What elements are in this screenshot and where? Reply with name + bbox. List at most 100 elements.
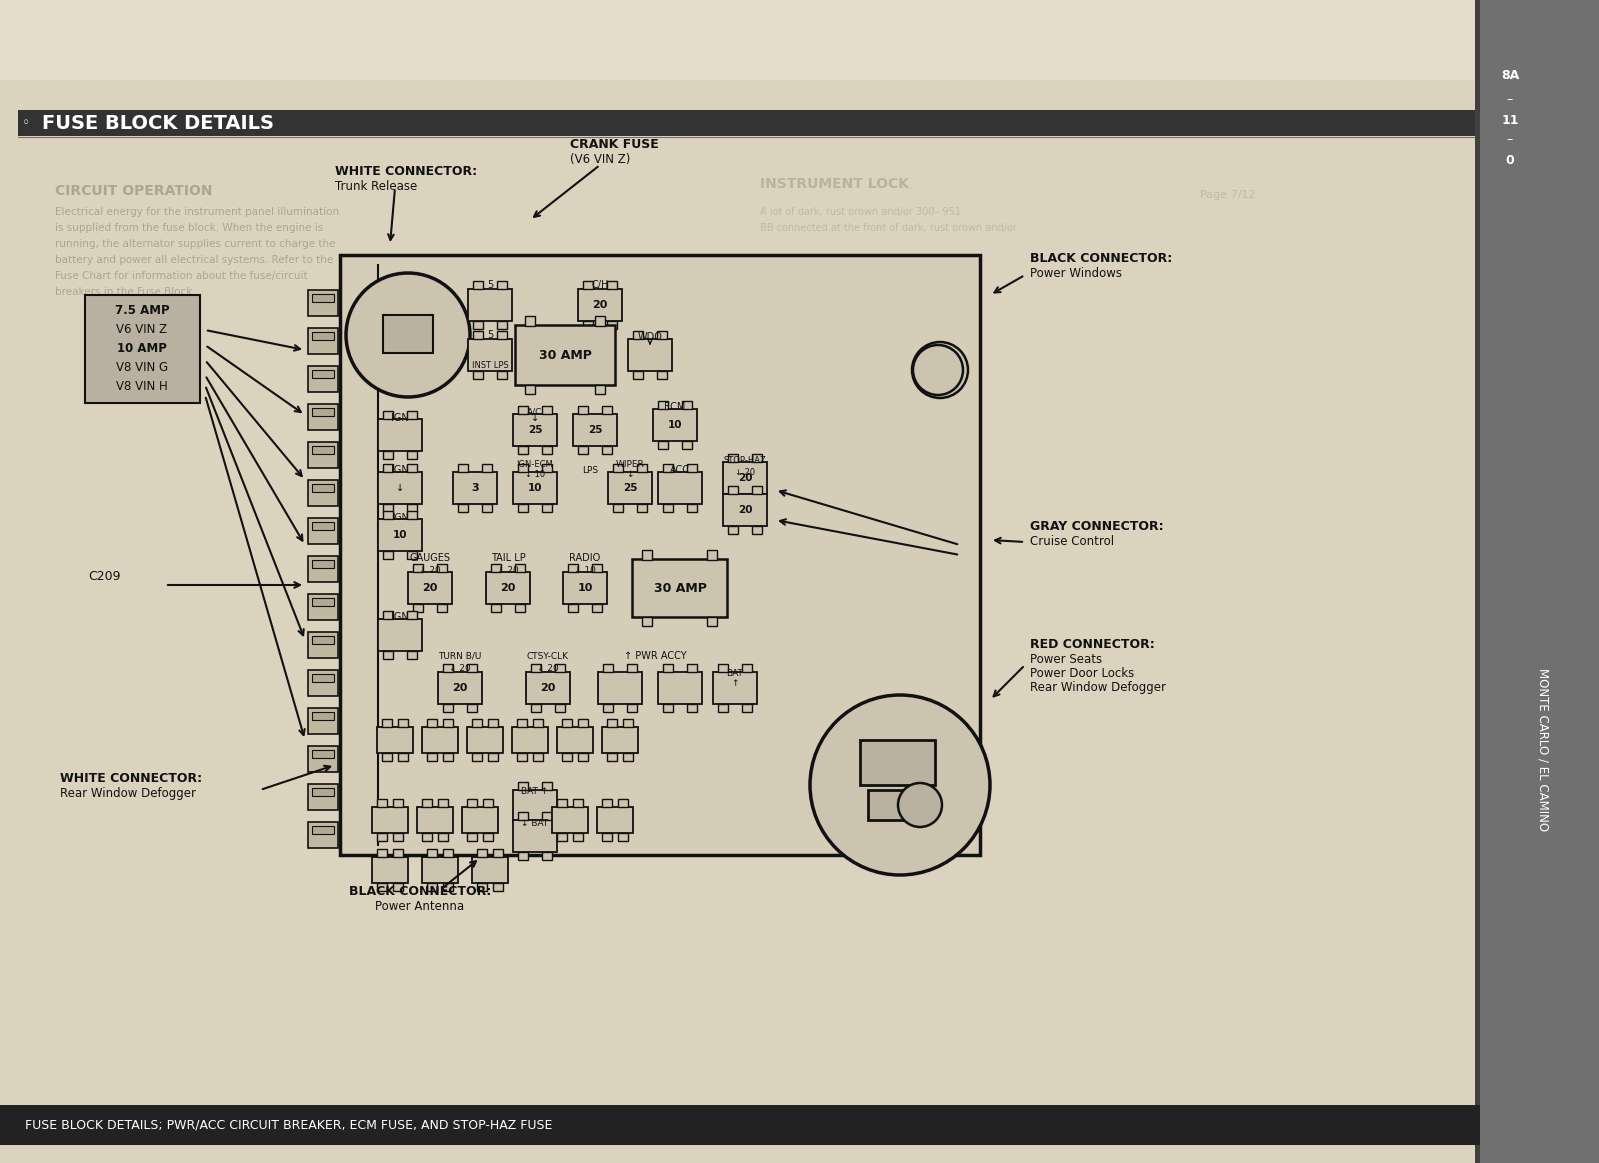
Bar [377,727,413,752]
Text: V8 VIN H: V8 VIN H [117,379,168,392]
Bar [437,604,448,612]
Bar [384,504,393,512]
Bar [718,704,728,712]
Bar [473,331,483,338]
Bar [1474,0,1481,1163]
Text: ↓ 20: ↓ 20 [537,664,560,672]
Bar [408,651,417,659]
Bar [483,799,492,807]
Bar [309,480,337,506]
Text: 20: 20 [737,473,752,483]
Bar [659,441,668,449]
Bar [664,464,673,472]
Bar [382,752,392,761]
Bar [312,636,334,644]
Text: IGN: IGN [392,413,409,423]
Bar [608,281,617,288]
Bar [481,464,492,472]
Bar [469,338,512,371]
Bar [309,442,337,468]
Bar [707,618,718,626]
Text: running, the alternator supplies current to charge the: running, the alternator supplies current… [54,240,336,249]
Bar [408,464,417,472]
Bar [408,451,417,459]
Bar [491,564,500,572]
Text: Trunk Release: Trunk Release [336,180,417,193]
Bar [592,564,601,572]
Bar [657,371,667,379]
Bar [723,462,768,494]
Bar [467,704,477,712]
Bar [18,110,1474,136]
Bar [473,281,483,288]
Bar [437,564,448,572]
Bar [341,255,980,855]
Text: WHITE CONNECTOR:: WHITE CONNECTOR: [61,772,201,785]
Bar [531,664,540,672]
Bar [577,288,622,321]
Bar [688,504,697,512]
Bar [309,366,337,392]
Bar [542,822,552,830]
Bar [472,719,481,727]
Text: ◦: ◦ [22,116,30,130]
Bar [664,664,673,672]
Bar [516,719,528,727]
Text: 20: 20 [592,300,608,311]
Bar [377,619,422,651]
Text: IGN-ECM: IGN-ECM [516,459,553,469]
Text: CRANK FUSE: CRANK FUSE [569,138,659,151]
Bar [601,406,612,414]
Bar [309,822,337,848]
Bar [497,281,507,288]
Bar [472,752,481,761]
Bar [561,719,572,727]
Bar [408,572,453,604]
Text: LPS: LPS [582,465,598,475]
Bar [422,857,457,883]
Bar [513,790,556,822]
Bar [513,472,556,504]
Bar [467,799,477,807]
Bar [542,852,552,859]
Bar [312,445,334,454]
Bar [427,883,437,891]
Bar [467,664,477,672]
Text: ↓ BAT: ↓ BAT [521,820,548,828]
Bar [497,371,507,379]
Circle shape [911,342,967,398]
Bar [577,406,588,414]
Text: 20: 20 [453,683,467,693]
Bar [373,857,408,883]
Text: V8 VIN G: V8 VIN G [117,361,168,373]
Text: ↓: ↓ [397,483,405,493]
Bar [518,782,528,790]
Text: 8A: 8A [1501,69,1519,81]
Text: BAT ↑: BAT ↑ [521,787,548,797]
Bar [377,799,387,807]
Bar [0,0,1481,80]
Text: 11: 11 [1501,114,1519,127]
Bar [532,719,544,727]
Text: C209: C209 [88,570,120,583]
Bar [413,604,424,612]
Bar [309,708,337,734]
Text: breakers in the Fuse Block.: breakers in the Fuse Block. [54,287,195,297]
Bar [608,752,617,761]
Bar [513,820,556,852]
Bar [652,409,697,441]
Bar [443,664,453,672]
Bar [373,807,408,833]
Text: 20: 20 [422,583,438,593]
Bar [568,604,577,612]
Text: A lot of dark, rust brown and/or 300– 951: A lot of dark, rust brown and/or 300– 95… [760,207,961,217]
Bar [643,550,652,561]
Text: 5: 5 [486,280,492,290]
Text: 10: 10 [668,420,683,430]
Bar [601,445,612,454]
Bar [592,604,601,612]
Bar [427,752,437,761]
Text: INST LPS: INST LPS [472,361,508,370]
Bar [728,486,739,494]
Bar [309,670,337,695]
